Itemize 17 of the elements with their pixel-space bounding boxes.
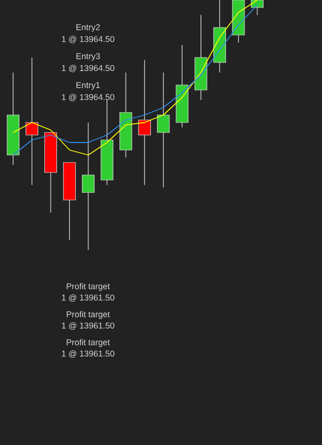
annotation: Entry3 — [76, 53, 100, 61]
annotation: 1 @ 13964.50 — [62, 36, 114, 44]
text: 1 @ 13961.50 — [62, 350, 114, 358]
text: Profit target — [66, 339, 110, 347]
candlestick — [82, 122, 95, 250]
text: 1 @ 13961.50 — [62, 322, 114, 330]
text: 1 @ 13961.50 — [62, 294, 114, 302]
candlestick — [26, 57, 38, 186]
annotation: Entry1 — [76, 82, 100, 90]
annotation: Entry2 — [76, 24, 100, 32]
annotation: 1 @ 13964.50 — [62, 64, 114, 72]
text: Profit target — [66, 311, 110, 319]
text: Profit target — [66, 283, 110, 291]
candlestick — [250, 0, 264, 16]
annotation: 1 @ 13964.50 — [62, 94, 114, 102]
candlestick — [157, 72, 170, 188]
candlestick — [138, 60, 151, 186]
